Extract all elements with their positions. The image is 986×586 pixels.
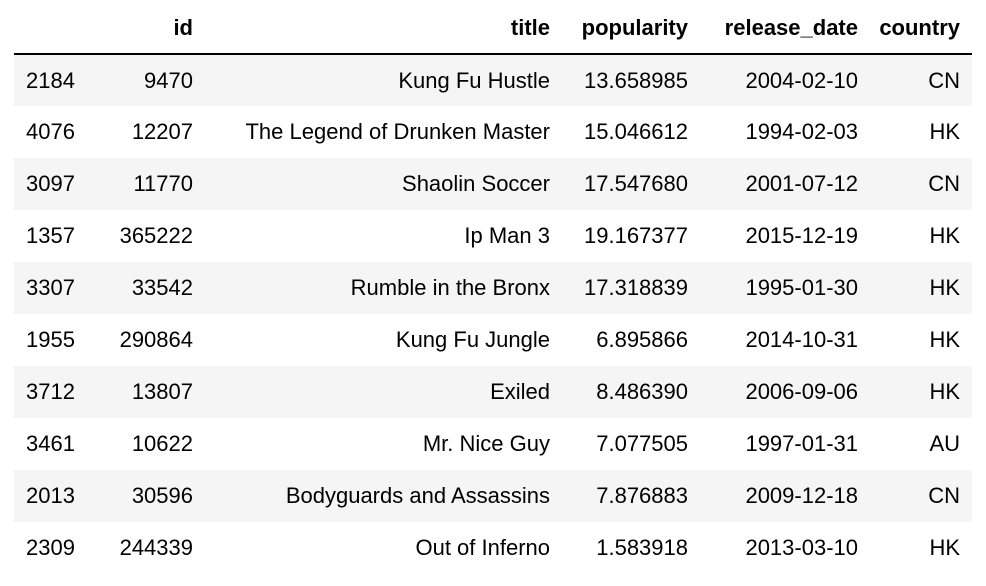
popularity-cell: 8.486390: [596, 379, 688, 404]
table-row: 4076 12207 The Legend of Drunken Master 15.…: [14, 106, 972, 158]
header-release-date: release_date: [700, 2, 870, 55]
country-cell: HK: [929, 535, 960, 560]
header-row: id title popularity release_date country: [14, 2, 972, 55]
title-cell: Rumble in the Bronx: [350, 275, 550, 300]
popularity-cell: 7.876883: [596, 483, 688, 508]
id-cell: 13807: [131, 379, 193, 404]
country-cell: HK: [929, 119, 960, 144]
release-date-cell: 2004-02-10: [745, 67, 858, 93]
row-index-cell: 3712: [26, 379, 75, 404]
popularity-cell: 6.895866: [596, 327, 688, 352]
popularity-cell: 1.583918: [596, 535, 688, 560]
country-cell: CN: [928, 171, 960, 196]
row-index-cell: 3461: [26, 431, 75, 456]
release-date-cell: 2001-07-12: [745, 171, 858, 196]
title-cell: Out of Inferno: [415, 535, 550, 560]
id-cell: 9470: [144, 67, 193, 93]
header-id: id: [94, 2, 205, 55]
title-cell: Ip Man 3: [464, 223, 550, 248]
header-index: [14, 2, 94, 55]
country-cell: HK: [929, 275, 960, 300]
table-header: id title popularity release_date country: [14, 2, 972, 55]
row-index-cell: 2184: [26, 67, 75, 93]
country-cell: HK: [929, 327, 960, 352]
table-row: 2309 244339 Out of Inferno 1.583918 2013-03-…: [14, 522, 972, 574]
header-title: title: [205, 2, 562, 55]
country-cell: CN: [928, 483, 960, 508]
title-cell: The Legend of Drunken Master: [245, 119, 550, 144]
table-row: 3097 11770 Shaolin Soccer 17.547680 2001-07-…: [14, 158, 972, 210]
id-cell: 244339: [119, 535, 193, 560]
country-cell: AU: [929, 431, 960, 456]
id-cell: 10622: [131, 431, 193, 456]
title-cell: Bodyguards and Assassins: [285, 483, 550, 508]
release-date-cell: 2014-10-31: [745, 327, 858, 352]
popularity-cell: 7.077505: [596, 431, 688, 456]
release-date-cell: 2006-09-06: [745, 379, 858, 404]
id-cell: 365222: [119, 223, 193, 248]
table-row: 1357 365222 Ip Man 3 19.167377 2015-12-19 HK: [14, 210, 972, 262]
header-popularity: popularity: [562, 2, 700, 55]
id-cell: 11770: [133, 171, 193, 196]
id-cell: 33542: [131, 275, 193, 300]
popularity-cell: 13.658985: [584, 67, 688, 93]
id-cell: 30596: [131, 483, 193, 508]
id-cell: 12207: [131, 119, 193, 144]
title-cell: Shaolin Soccer: [402, 171, 550, 196]
row-index-cell: 1955: [26, 327, 75, 352]
release-date-cell: 2009-12-18: [745, 483, 858, 508]
table-body: 2184 9470 Kung Fu Hustle 13.658985 2004-02-1…: [14, 54, 972, 574]
popularity-cell: 17.547680: [584, 171, 688, 196]
country-cell: CN: [928, 67, 960, 93]
row-index-cell: 2013: [26, 483, 75, 508]
title-cell: Kung Fu Hustle: [398, 67, 550, 93]
table-row: 3307 33542 Rumble in the Bronx 17.318839 199…: [14, 262, 972, 314]
title-cell: Exiled: [490, 379, 550, 404]
table-row: 2184 9470 Kung Fu Hustle 13.658985 2004-02-1…: [14, 54, 972, 106]
header-country: country: [870, 2, 972, 55]
title-cell: Kung Fu Jungle: [395, 327, 550, 352]
table-row: 2013 30596 Bodyguards and Assassins 7.87688…: [14, 470, 972, 522]
popularity-cell: 15.046612: [584, 119, 688, 144]
row-index-cell: 2309: [26, 535, 75, 560]
row-index-cell: 4076: [26, 119, 75, 144]
table-row: 3712 13807 Exiled 8.486390 2006-09-06 HK: [14, 366, 972, 418]
popularity-cell: 19.167377: [584, 223, 688, 248]
table-row: 1955 290864 Kung Fu Jungle 6.895866 2014-10-…: [14, 314, 972, 366]
release-date-cell: 1995-01-30: [745, 275, 858, 300]
country-cell: HK: [929, 379, 960, 404]
popularity-cell: 17.318839: [584, 275, 688, 300]
table-row: 3461 10622 Mr. Nice Guy 7.077505 1997-01-31 A…: [14, 418, 972, 470]
row-index-cell: 1357: [26, 223, 75, 248]
release-date-cell: 2013-03-10: [745, 535, 858, 560]
release-date-cell: 2015-12-19: [745, 223, 858, 248]
title-cell: Mr. Nice Guy: [422, 431, 550, 456]
id-cell: 290864: [119, 327, 193, 352]
row-index-cell: 3307: [26, 275, 75, 300]
release-date-cell: 1994-02-03: [745, 119, 858, 144]
release-date-cell: 1997-01-31: [745, 431, 858, 456]
row-index-cell: 3097: [26, 171, 75, 196]
country-cell: HK: [929, 223, 960, 248]
dataframe-table: id title popularity release_date country…: [14, 2, 972, 574]
